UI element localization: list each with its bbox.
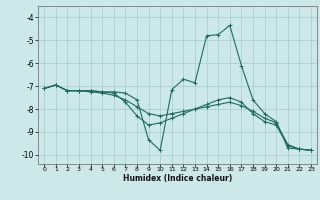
X-axis label: Humidex (Indice chaleur): Humidex (Indice chaleur) bbox=[123, 174, 232, 183]
